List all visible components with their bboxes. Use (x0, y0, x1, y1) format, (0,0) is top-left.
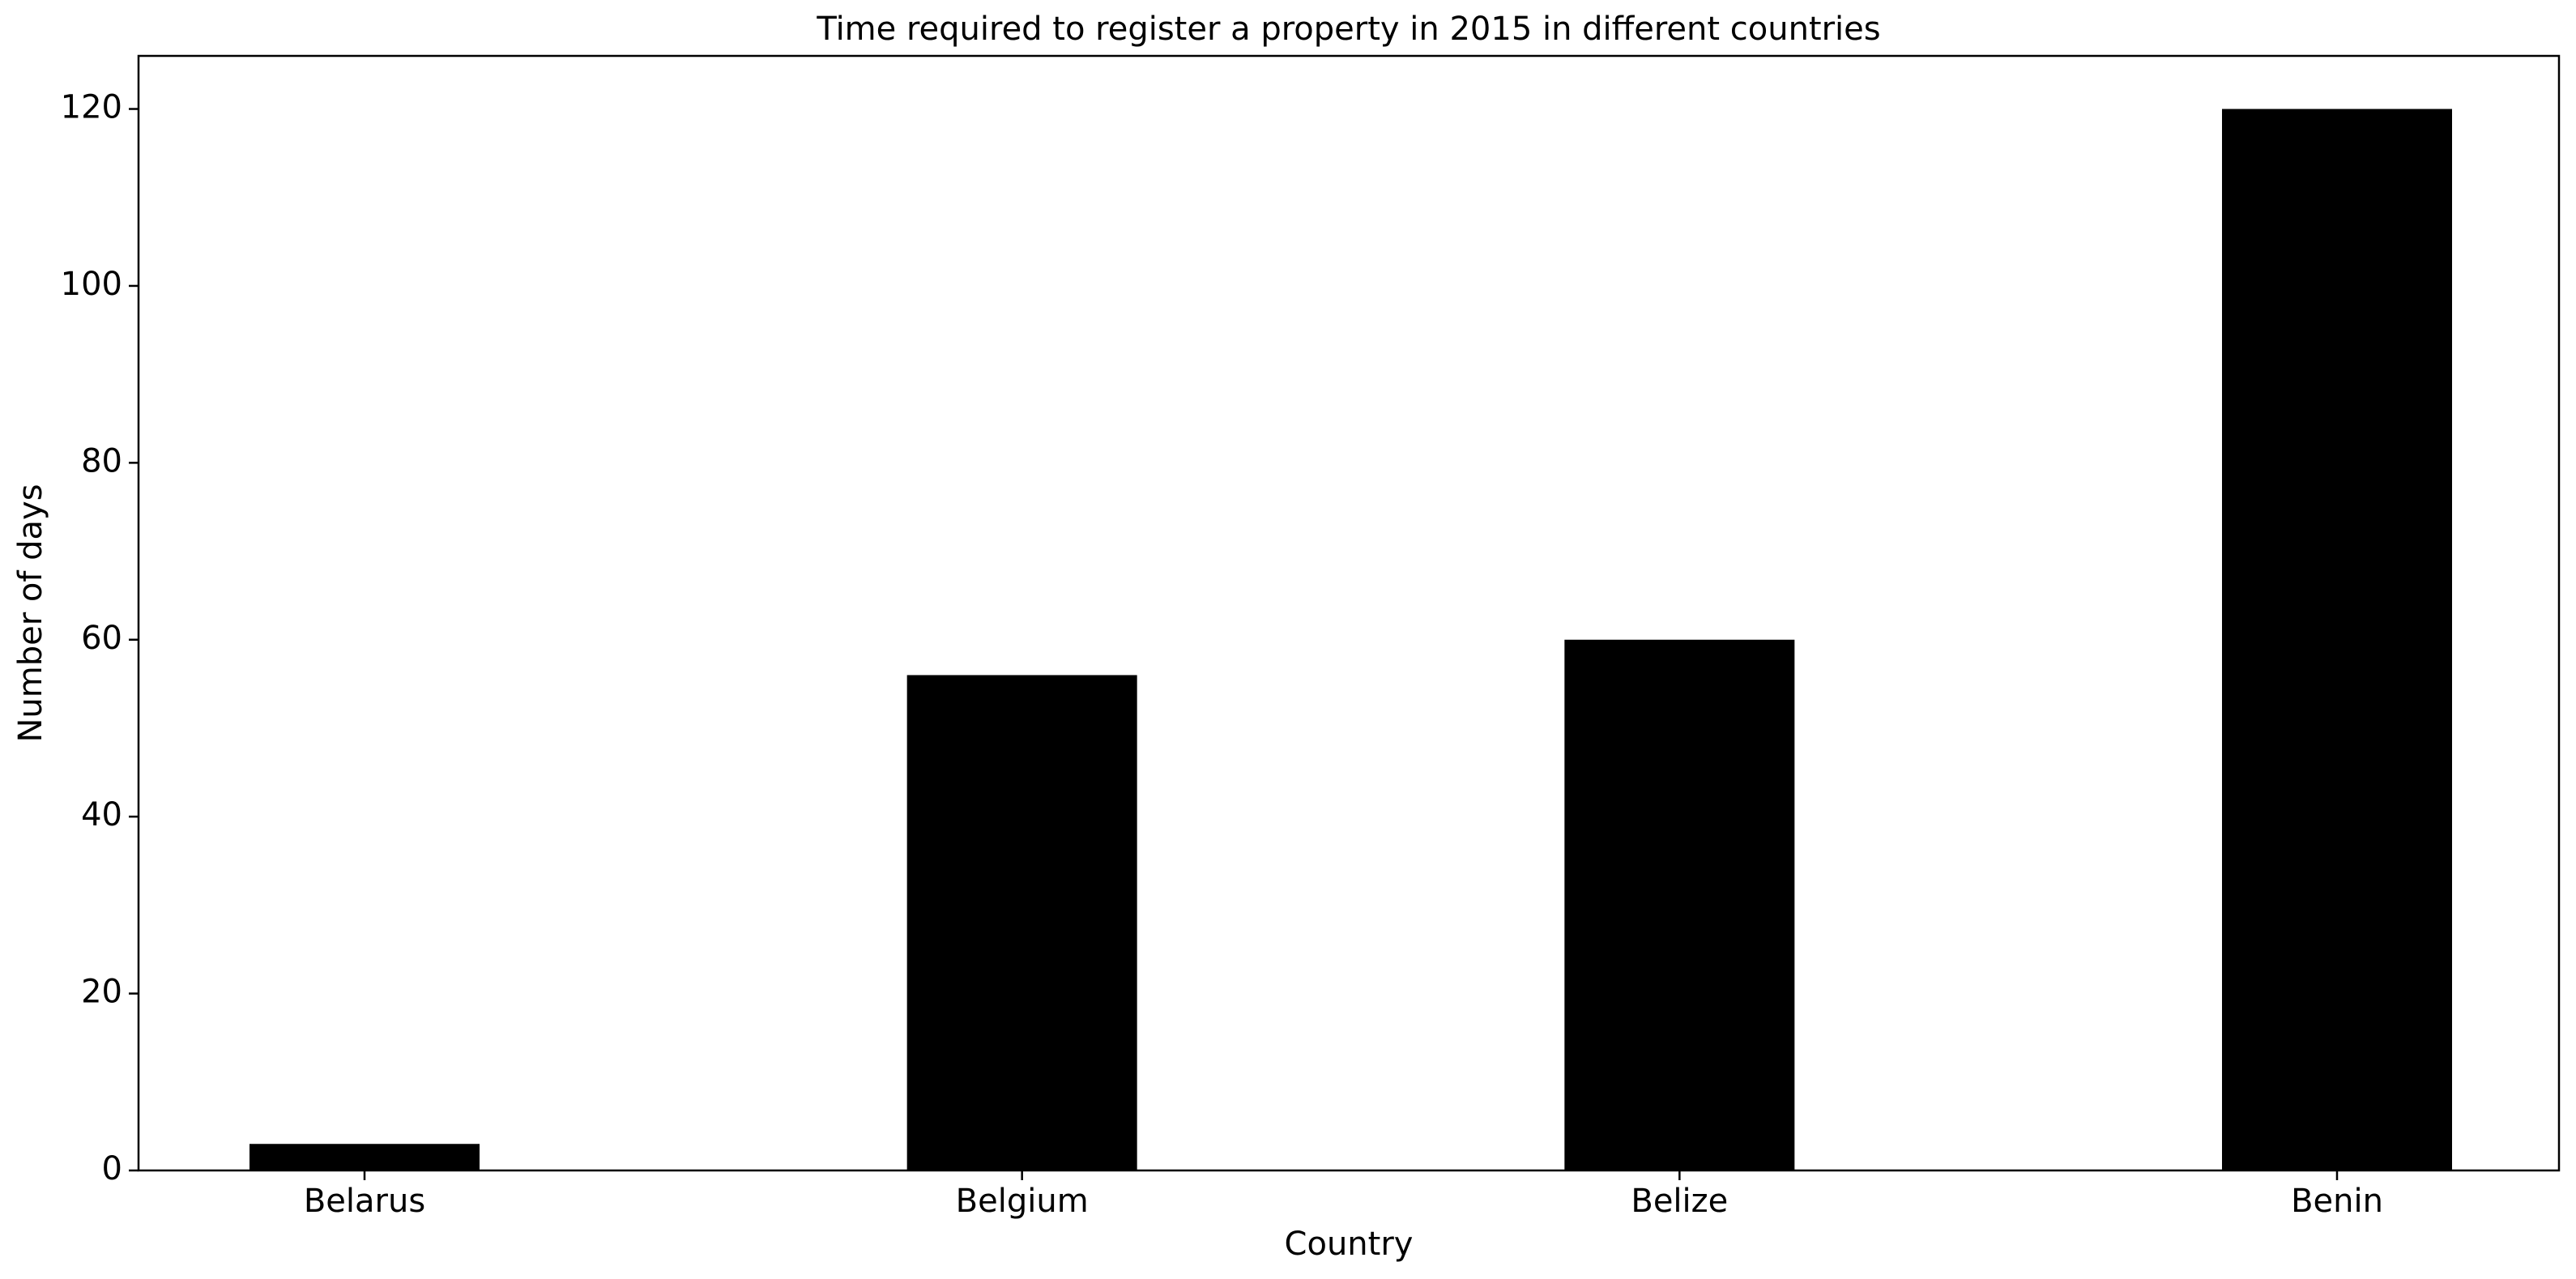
bars-layer (249, 109, 2452, 1170)
bar-belize (1564, 639, 1795, 1170)
bar-benin (2222, 109, 2452, 1170)
y-tick-label: 120 (61, 89, 122, 126)
y-tick-label: 20 (81, 974, 122, 1011)
x-axis-ticks: Belarus Belgium Belize Benin (304, 1170, 2383, 1220)
chart-title: Time required to register a property in … (816, 11, 1880, 48)
y-tick-label: 80 (81, 442, 122, 480)
bar-belarus (249, 1144, 480, 1170)
y-tick-label: 40 (81, 796, 122, 833)
bar-belgium (906, 675, 1137, 1170)
x-tick-label: Belgium (956, 1183, 1089, 1220)
y-axis-label: Number of days (12, 484, 49, 742)
x-tick-label: Benin (2291, 1183, 2383, 1220)
plot-frame (137, 54, 2561, 1172)
x-tick-label: Belize (1631, 1183, 1728, 1220)
y-axis-ticks: 0 20 40 60 80 100 120 (61, 89, 139, 1187)
y-tick-label: 100 (61, 266, 122, 303)
y-tick-label: 60 (81, 620, 122, 657)
x-axis-label: Country (1285, 1226, 1414, 1263)
y-tick-label: 0 (102, 1150, 122, 1187)
x-tick-label: Belarus (304, 1183, 425, 1220)
